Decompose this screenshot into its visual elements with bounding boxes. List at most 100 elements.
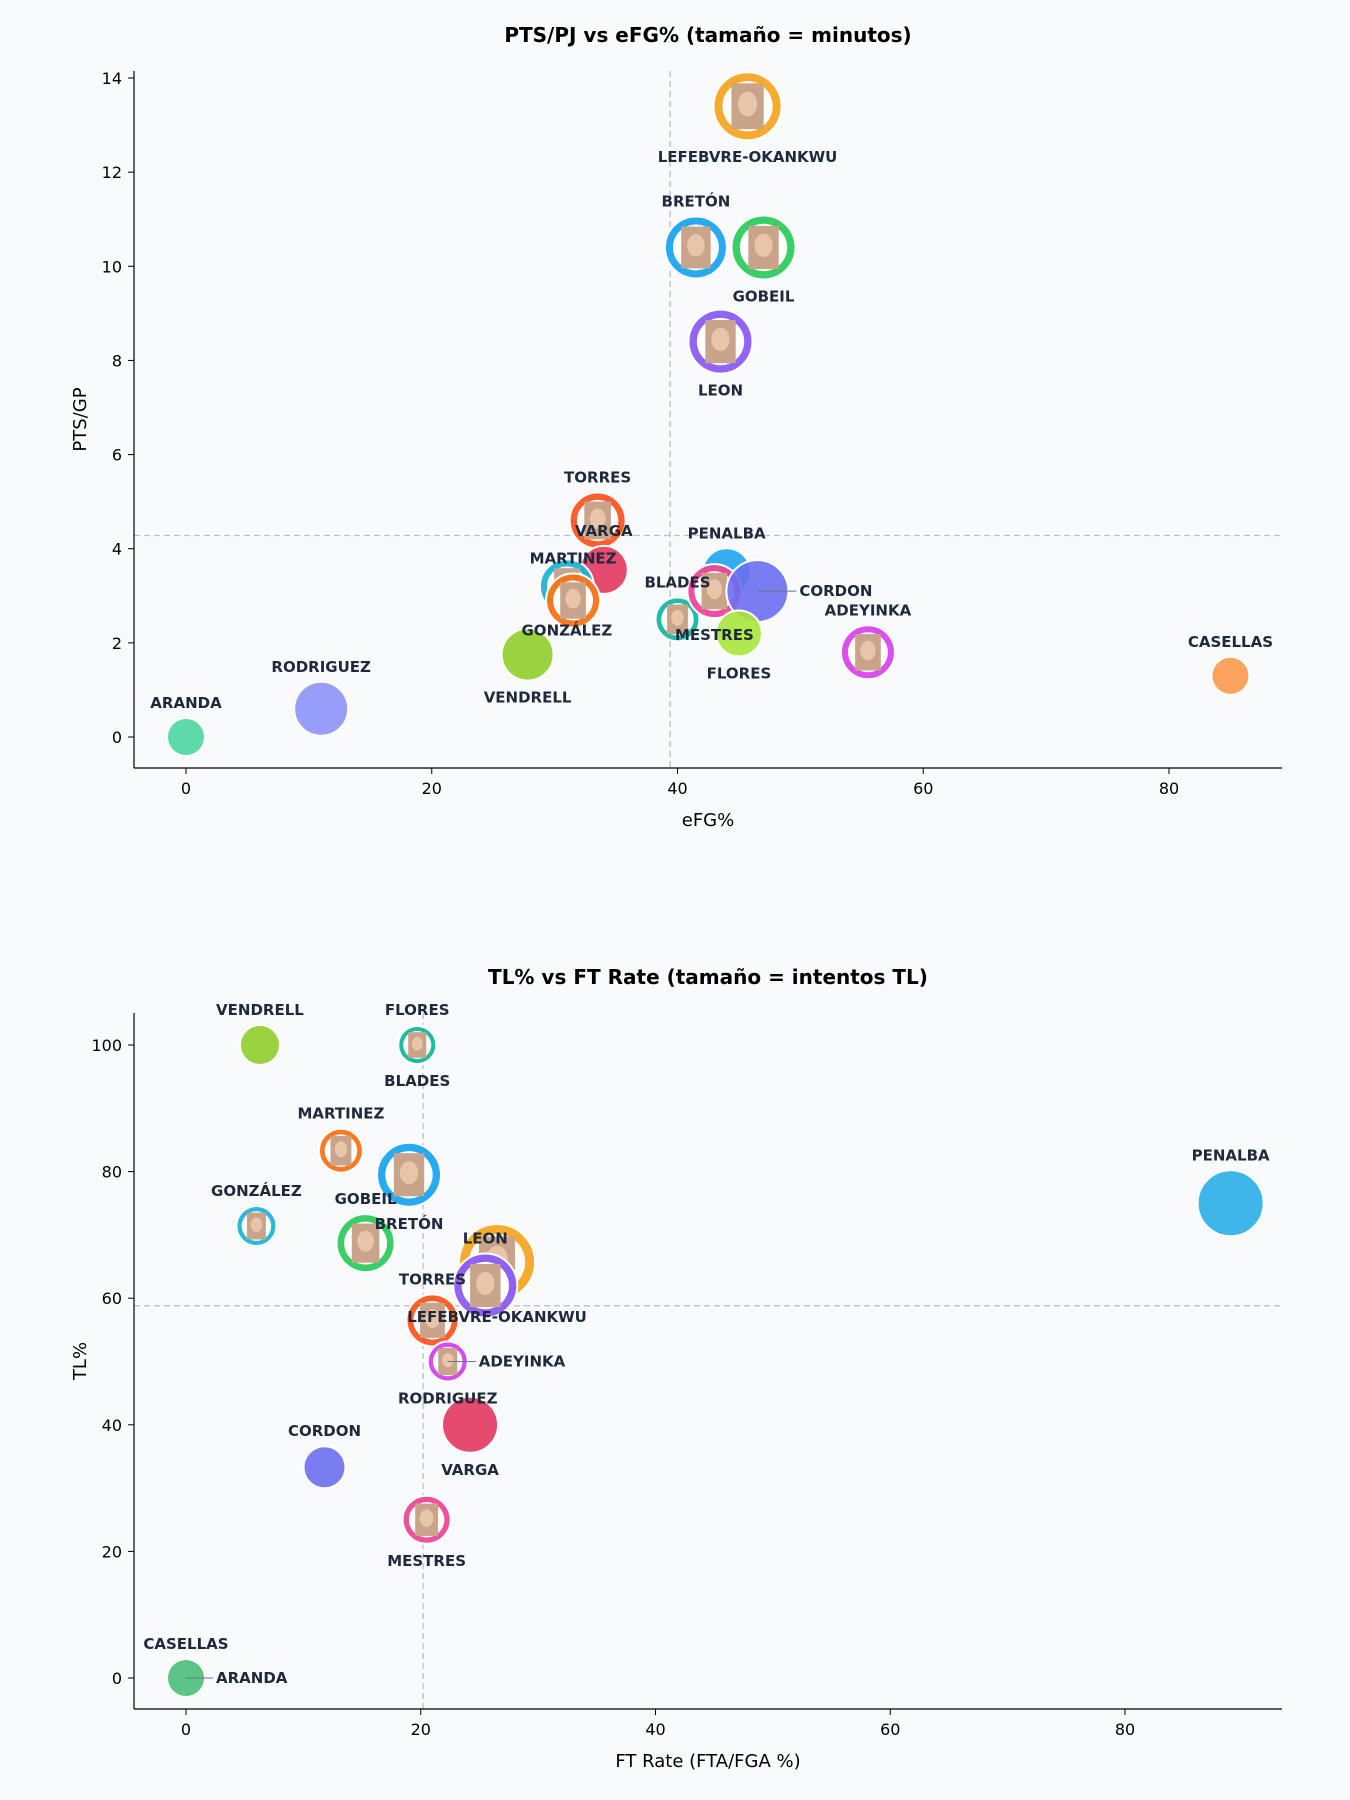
face-icon <box>399 1160 419 1185</box>
y-tick-label: 80 <box>102 1163 122 1182</box>
x-tick-label: 0 <box>181 779 191 798</box>
chart-title: PTS/PJ vs eFG% (tamaño = minutos) <box>504 23 911 47</box>
point-label: BLADES <box>644 573 710 591</box>
face-icon <box>671 609 684 626</box>
point-bretón <box>663 215 728 280</box>
y-tick-label: 10 <box>102 257 122 276</box>
face-icon <box>706 579 723 600</box>
bubble <box>714 609 763 658</box>
point-label: LEON <box>698 382 743 400</box>
point-varga <box>441 1395 500 1454</box>
point-label: FLORES <box>707 664 772 682</box>
point-label: VENDRELL <box>484 689 572 707</box>
face-icon <box>357 1230 374 1252</box>
chart-1: PTS/PJ vs eFG% (tamaño = minutos)0 20 40 60… <box>70 23 1282 831</box>
bubble <box>441 1395 500 1454</box>
point-label: CORDON <box>288 1422 361 1440</box>
y-tick-label: 20 <box>102 1542 122 1561</box>
face-icon <box>754 233 773 257</box>
point-torres <box>568 491 627 550</box>
chart-2: TL% vs FT Rate (tamaño = intentos TL) 0 20… <box>70 965 1282 1772</box>
x-tick-label: 80 <box>1159 779 1179 798</box>
point-label: PENALBA <box>1192 1146 1270 1164</box>
point-label: BRETÓN <box>375 1214 444 1233</box>
face-icon <box>250 1217 263 1232</box>
point-label: VARGA <box>441 1461 499 1479</box>
point-label: RODRIGUEZ <box>271 658 371 676</box>
point-blades <box>397 1025 438 1065</box>
face-icon <box>711 327 730 352</box>
point-vendrell <box>238 1024 281 1066</box>
chart-title: TL% vs FT Rate (tamaño = intentos TL) <box>488 965 928 989</box>
point-label: TORRES <box>399 1270 466 1288</box>
point-label: GONZÁLEZ <box>522 620 613 639</box>
point-martinez <box>545 572 602 629</box>
point-cordon <box>302 1445 347 1490</box>
point-blades <box>654 596 701 643</box>
y-tick-label: 14 <box>102 69 122 88</box>
point-label: LEFEBVRE-OKANKWU <box>658 148 838 166</box>
point-label: BRETÓN <box>662 191 731 210</box>
point-vendrell <box>500 627 555 682</box>
x-tick-label: 40 <box>645 1720 665 1739</box>
face-icon <box>737 91 758 117</box>
point-gonzález <box>235 1205 278 1248</box>
point-label: GOBEIL <box>733 287 795 305</box>
point-aranda <box>166 717 206 757</box>
point-label: MARTINEZ <box>530 549 617 567</box>
point-label: MESTRES <box>387 1552 466 1570</box>
bubble <box>293 680 350 737</box>
x-axis-label: eFG% <box>682 810 734 831</box>
point-labels: LEFEBVRE-OKANKWU BRETÓN GOBEIL LEON TORRES VA… <box>150 148 1273 712</box>
point-flores <box>714 609 763 658</box>
y-tick-label: 0 <box>112 728 122 747</box>
point-mestres <box>401 1494 452 1545</box>
point-martinez <box>317 1127 364 1174</box>
y-axis-label: TL% <box>70 1342 91 1381</box>
face-icon <box>334 1141 348 1158</box>
point-gobeil <box>335 1213 396 1274</box>
y-tick-label: 8 <box>112 351 122 370</box>
point-label: ARANDA <box>216 1669 288 1687</box>
point-label: RODRIGUEZ <box>398 1390 498 1408</box>
bubble <box>1210 655 1251 696</box>
point-label: ARANDA <box>150 694 222 712</box>
y-tick-label: 12 <box>102 163 122 182</box>
point-label: GOBEIL <box>335 1190 397 1208</box>
x-axis-label: FT Rate (FTA/FGA %) <box>615 1751 800 1772</box>
point-label: MESTRES <box>675 626 754 644</box>
y-tick-label: 40 <box>102 1416 122 1435</box>
point-label: VARGA <box>575 522 633 540</box>
point-label: ADEYINKA <box>479 1353 566 1371</box>
x-tick-label: 60 <box>880 1720 900 1739</box>
point-label: FLORES <box>385 1001 450 1019</box>
point-casellas <box>1210 655 1251 696</box>
point-label: CORDON <box>799 582 872 600</box>
point-label: CASELLAS <box>1188 633 1273 651</box>
face-icon <box>442 1352 454 1368</box>
point-label: LEON <box>463 1230 508 1248</box>
point-leon <box>687 308 754 375</box>
point-label: PENALBA <box>688 524 766 542</box>
point-leon <box>452 1252 519 1319</box>
point-adeyinka <box>839 624 896 681</box>
point-label: GONZÁLEZ <box>211 1181 302 1200</box>
bubbles <box>166 71 1251 757</box>
bubble <box>166 717 206 757</box>
point-penalba <box>1196 1169 1265 1238</box>
point-torres <box>405 1293 460 1348</box>
y-tick-label: 0 <box>112 1669 122 1688</box>
y-tick-label: 6 <box>112 446 122 465</box>
x-tick-label: 40 <box>667 779 687 798</box>
face-icon <box>589 508 606 529</box>
point-label: MARTINEZ <box>297 1105 384 1123</box>
x-tick-label: 20 <box>422 779 442 798</box>
point-label: ADEYINKA <box>825 601 912 619</box>
point-label: VENDRELL <box>216 1001 304 1019</box>
face-icon <box>425 1309 440 1329</box>
label-leaders <box>186 1361 476 1679</box>
face-icon <box>419 1509 434 1527</box>
face-icon <box>411 1036 423 1051</box>
